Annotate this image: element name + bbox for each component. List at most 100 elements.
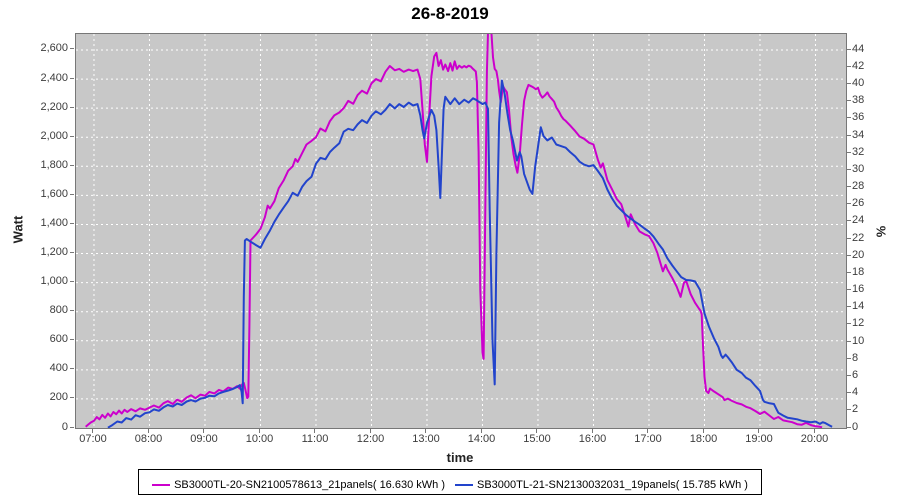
legend-entry-1: SB3000TL-20-SN2100578613_21panels( 16.63… bbox=[152, 479, 445, 491]
y-axis-tick-label: 400 bbox=[49, 362, 68, 375]
right-axis-tick-mark bbox=[847, 65, 851, 67]
legend-label-2: SB3000TL-21-SN2130032031_19panels( 15.78… bbox=[477, 479, 748, 491]
x-axis-tick-mark bbox=[647, 429, 649, 433]
y-axis-tick-mark bbox=[70, 397, 74, 399]
y-axis-tick-label: 1,400 bbox=[40, 216, 68, 229]
y-axis-tick-label: 1,600 bbox=[40, 187, 68, 200]
legend-line-swatch-2 bbox=[455, 484, 473, 486]
right-axis-tick-label: 30 bbox=[852, 162, 865, 175]
right-axis-tick-label: 38 bbox=[852, 94, 865, 107]
right-axis-tick-mark bbox=[847, 289, 851, 291]
right-axis-tick-mark bbox=[847, 392, 851, 394]
right-axis-tick-label: 6 bbox=[852, 368, 859, 381]
right-axis-tick-label: 10 bbox=[852, 334, 865, 347]
right-axis-tick-mark bbox=[847, 220, 851, 222]
y-axis-tick-label: 2,200 bbox=[40, 100, 68, 113]
x-axis-tick-label: 10:00 bbox=[245, 433, 274, 445]
right-axis-tick-label: 40 bbox=[852, 77, 865, 90]
x-axis-tick-mark bbox=[702, 429, 704, 433]
plot-area bbox=[75, 33, 847, 429]
y-axis-tick-mark bbox=[70, 252, 74, 254]
right-axis-tick-label: 0 bbox=[852, 420, 859, 433]
y-axis-tick-label: 2,600 bbox=[40, 42, 68, 55]
right-axis-tick-mark bbox=[847, 48, 851, 50]
right-axis-tick-mark bbox=[847, 203, 851, 205]
y-axis-tick-mark bbox=[70, 281, 74, 283]
x-axis-tick-label: 20:00 bbox=[800, 433, 829, 445]
right-axis-tick-label: 44 bbox=[852, 42, 865, 55]
right-axis-tick-label: 18 bbox=[852, 265, 865, 278]
y-axis-tick-mark bbox=[70, 368, 74, 370]
legend-box: SB3000TL-20-SN2100578613_21panels( 16.63… bbox=[138, 469, 762, 495]
right-axis-tick-mark bbox=[847, 83, 851, 85]
right-axis-tick-mark bbox=[847, 374, 851, 376]
x-axis-tick-label: 07:00 bbox=[79, 433, 107, 445]
right-axis-tick-label: 28 bbox=[852, 180, 865, 193]
chart-title: 26-8-2019 bbox=[411, 4, 489, 23]
y-axis-tick-mark bbox=[70, 339, 74, 341]
right-axis-tick-label: 12 bbox=[852, 317, 865, 330]
plot-canvas bbox=[76, 34, 846, 428]
x-axis-tick-mark bbox=[425, 429, 427, 433]
x-axis-tick-mark bbox=[813, 429, 815, 433]
right-axis-tick-label: 20 bbox=[852, 248, 865, 261]
y-axis-tick-label: 600 bbox=[49, 333, 68, 346]
x-axis-tick-label: 12:00 bbox=[356, 433, 385, 445]
x-axis-tick-mark bbox=[258, 429, 260, 433]
y-axis-tick-mark bbox=[70, 310, 74, 312]
y-axis-tick-mark bbox=[70, 77, 74, 79]
right-axis-tick-label: 22 bbox=[852, 231, 865, 244]
x-axis-tick-mark bbox=[591, 429, 593, 433]
right-axis-tick-label: 2 bbox=[852, 403, 859, 416]
right-axis-tick-mark bbox=[847, 151, 851, 153]
right-axis-tick-mark bbox=[847, 271, 851, 273]
y-axis-tick-label: 800 bbox=[49, 304, 68, 317]
y-axis-tick-label: 0 bbox=[61, 420, 68, 433]
x-axis-tick-mark bbox=[758, 429, 760, 433]
y-axis-tick-mark bbox=[70, 135, 74, 137]
right-axis-tick-mark bbox=[847, 340, 851, 342]
right-axis-tick-label: 34 bbox=[852, 128, 865, 141]
y-axis-tick-label: 1,000 bbox=[40, 275, 68, 288]
legend-entry-2: SB3000TL-21-SN2130032031_19panels( 15.78… bbox=[455, 479, 748, 491]
right-axis-tick-label: 8 bbox=[852, 351, 859, 364]
y-axis-tick-mark bbox=[70, 426, 74, 428]
y-axis-tick-label: 2,000 bbox=[40, 129, 68, 142]
y-axis-tick-label: 2,400 bbox=[40, 71, 68, 84]
x-axis-tick-label: 14:00 bbox=[467, 433, 496, 445]
right-axis-tick-label: 36 bbox=[852, 111, 865, 124]
series-line-1 bbox=[85, 34, 823, 428]
x-axis-tick-label: 19:00 bbox=[745, 433, 773, 445]
right-axis-tick-label: 16 bbox=[852, 283, 865, 296]
right-axis-tick-mark bbox=[847, 323, 851, 325]
right-axis-tick-label: 42 bbox=[852, 59, 865, 72]
x-axis-tick-label: 18:00 bbox=[689, 433, 718, 445]
right-axis-tick-mark bbox=[847, 134, 851, 136]
legend-label-1: SB3000TL-20-SN2100578613_21panels( 16.63… bbox=[174, 479, 445, 491]
x-axis-tick-label: 16:00 bbox=[578, 433, 607, 445]
right-axis-tick-label: 14 bbox=[852, 300, 865, 313]
y-axis-tick-label: 1,200 bbox=[40, 246, 68, 259]
x-axis-tick-mark bbox=[369, 429, 371, 433]
x-axis-tick-mark bbox=[203, 429, 205, 433]
right-axis-tick-label: 32 bbox=[852, 145, 865, 158]
right-axis-tick-mark bbox=[847, 186, 851, 188]
x-axis-tick-label: 08:00 bbox=[134, 433, 163, 445]
right-axis-tick-mark bbox=[847, 426, 851, 428]
series-line-2 bbox=[107, 79, 833, 428]
y-axis-tick-label: 200 bbox=[49, 391, 68, 404]
x-axis-tick-mark bbox=[314, 429, 316, 433]
right-axis-tick-label: 26 bbox=[852, 197, 865, 210]
right-axis-tick-label: 24 bbox=[852, 214, 865, 227]
y-axis-tick-label: 1,800 bbox=[40, 158, 68, 171]
right-axis-tick-mark bbox=[847, 357, 851, 359]
x-axis-tick-mark bbox=[480, 429, 482, 433]
right-axis-tick-mark bbox=[847, 100, 851, 102]
y-axis-tick-mark bbox=[70, 164, 74, 166]
y-axis-tick-mark bbox=[70, 193, 74, 195]
x-axis-title-time: time bbox=[446, 450, 474, 465]
x-axis-tick-mark bbox=[92, 429, 94, 433]
y-axis-tick-mark bbox=[70, 106, 74, 108]
right-axis-tick-mark bbox=[847, 168, 851, 170]
